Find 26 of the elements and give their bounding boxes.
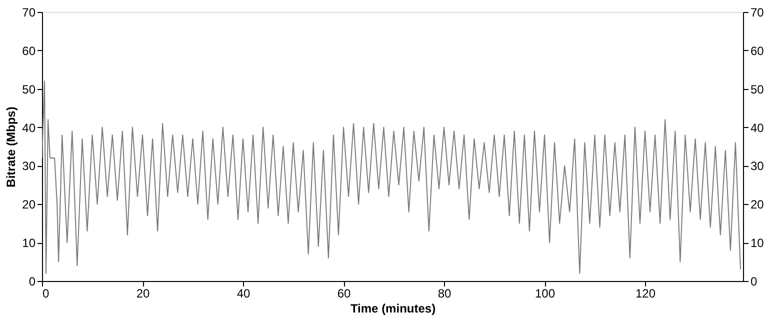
- y2-tick-label: 10: [750, 236, 764, 250]
- y2-tick-label: 70: [750, 6, 764, 20]
- y-axis-title: Bitrate (Mbps): [4, 106, 18, 188]
- y-tick-label: 0: [28, 274, 36, 288]
- y-tick-label: 20: [22, 198, 36, 212]
- y-tick-label: 50: [22, 82, 36, 96]
- y-tick-label: 30: [22, 159, 36, 174]
- line-series: [42, 80, 741, 274]
- y2-tick-label: 60: [750, 44, 764, 58]
- y-tick-label: 40: [22, 120, 36, 135]
- y2-tick-label: 30: [750, 159, 764, 174]
- x-tick-label: 40: [236, 286, 250, 300]
- y-tick-label: 60: [22, 44, 36, 58]
- x-tick-label: 120: [635, 286, 656, 300]
- y2-tick-label: 40: [750, 120, 764, 135]
- x-tick-label: 20: [136, 286, 150, 300]
- y-tick-label: 70: [22, 6, 36, 20]
- x-tick-label: 80: [438, 286, 452, 300]
- y2-tick-label: 50: [750, 82, 764, 96]
- y-tick-label: 10: [22, 236, 36, 250]
- x-axis-title: Time (minutes): [350, 302, 436, 316]
- y2-tick-label: 20: [750, 198, 764, 212]
- x-tick-label: 0: [42, 286, 50, 300]
- x-tick-label: 100: [534, 286, 556, 300]
- x-tick-label: 60: [337, 286, 351, 300]
- y2-tick-label: 0: [750, 274, 758, 288]
